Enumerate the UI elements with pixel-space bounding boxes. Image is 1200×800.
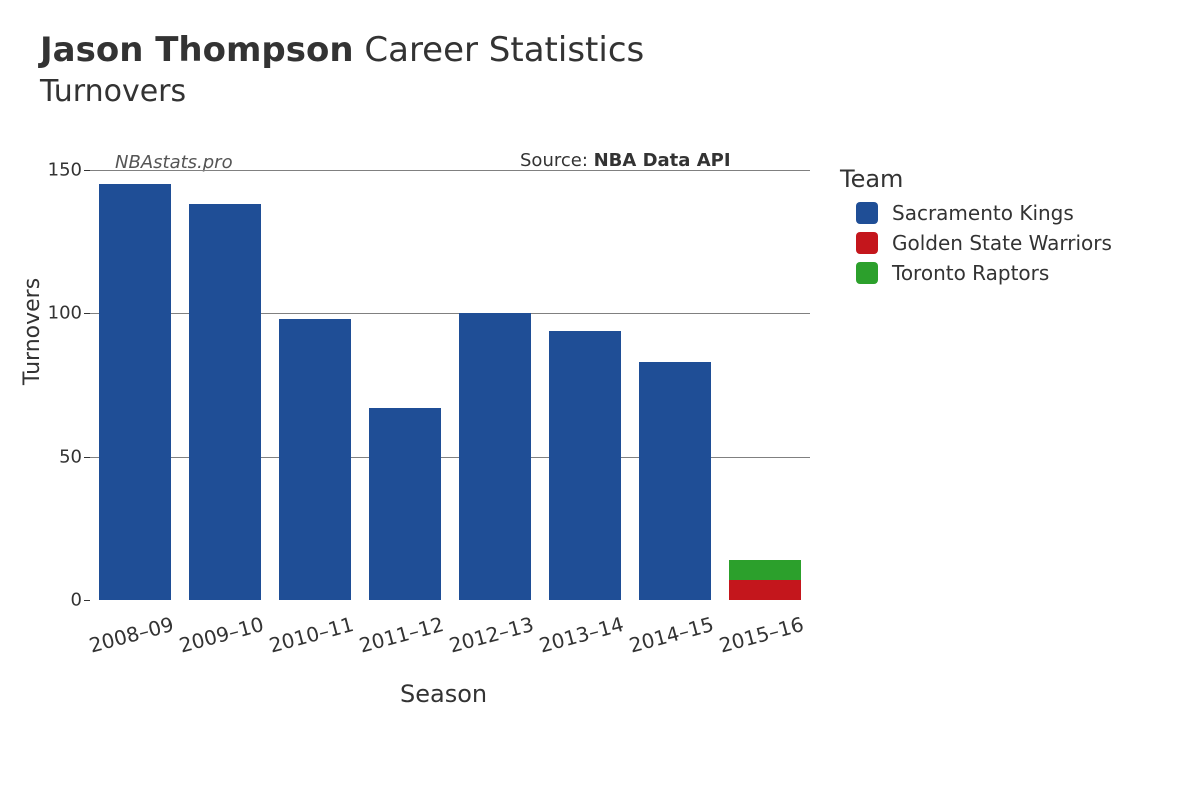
x-axis-label: Season bbox=[400, 680, 487, 708]
y-axis-label: Turnovers bbox=[20, 278, 45, 385]
source-prefix: Source: bbox=[520, 150, 594, 171]
ytick-mark bbox=[84, 600, 90, 601]
bar-segment bbox=[189, 204, 261, 600]
source-name: NBA Data API bbox=[594, 150, 731, 171]
ytick-label: 0 bbox=[32, 590, 82, 611]
legend-swatch bbox=[856, 232, 878, 254]
legend-label: Golden State Warriors bbox=[892, 231, 1112, 255]
bar bbox=[189, 170, 261, 600]
bar bbox=[729, 170, 801, 600]
bar bbox=[459, 170, 531, 600]
bar-segment bbox=[99, 184, 171, 600]
bar bbox=[639, 170, 711, 600]
bar-segment bbox=[729, 560, 801, 580]
bar-segment bbox=[549, 331, 621, 600]
bar-segment bbox=[729, 580, 801, 600]
bar bbox=[369, 170, 441, 600]
bar-segment bbox=[459, 313, 531, 600]
legend-title: Team bbox=[840, 165, 1112, 193]
legend-item: Golden State Warriors bbox=[856, 231, 1112, 255]
title-suffix: Career Statistics bbox=[364, 30, 644, 70]
player-name: Jason Thompson bbox=[40, 30, 354, 70]
chart-subtitle: Turnovers bbox=[40, 74, 644, 109]
legend-swatch bbox=[856, 262, 878, 284]
legend-item: Toronto Raptors bbox=[856, 261, 1112, 285]
legend-swatch bbox=[856, 202, 878, 224]
legend-label: Toronto Raptors bbox=[892, 261, 1049, 285]
plot-area bbox=[90, 170, 810, 600]
bar-segment bbox=[279, 319, 351, 600]
title-block: Jason Thompson Career Statistics Turnove… bbox=[40, 30, 644, 109]
legend-item: Sacramento Kings bbox=[856, 201, 1112, 225]
source-attribution: Source: NBA Data API bbox=[520, 150, 731, 171]
bar-segment bbox=[639, 362, 711, 600]
chart-title: Jason Thompson Career Statistics bbox=[40, 30, 644, 70]
chart-container: Jason Thompson Career Statistics Turnove… bbox=[0, 0, 1200, 800]
bar bbox=[279, 170, 351, 600]
ytick-label: 150 bbox=[32, 160, 82, 181]
ytick-label: 50 bbox=[32, 446, 82, 467]
legend-label: Sacramento Kings bbox=[892, 201, 1074, 225]
bar-segment bbox=[369, 408, 441, 600]
bar bbox=[99, 170, 171, 600]
bar bbox=[549, 170, 621, 600]
legend: Team Sacramento Kings Golden State Warrio… bbox=[840, 165, 1112, 291]
